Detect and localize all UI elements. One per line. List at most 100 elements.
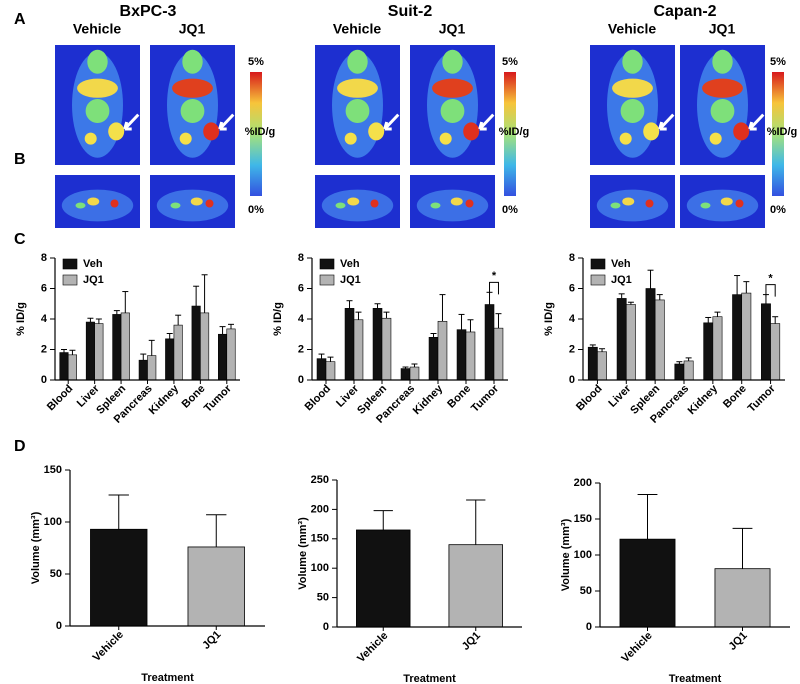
bar [770, 323, 781, 381]
scan-organ [180, 99, 205, 123]
y-tick-label: 0 [56, 620, 62, 632]
scan-organ [172, 78, 213, 98]
y-axis-label: % ID/g [543, 302, 555, 336]
y-tick-label: 0 [569, 374, 575, 386]
y-tick-label: 150 [311, 533, 329, 545]
y-tick-label: 2 [569, 343, 575, 355]
y-tick-label: 0 [41, 374, 47, 386]
column-label: JQ1 [709, 21, 736, 37]
scan-organ [440, 99, 465, 123]
legend-swatch [62, 274, 78, 286]
scan-tumor [368, 122, 385, 141]
y-axis-label: Volume (mm³) [30, 511, 42, 584]
scan-organ [620, 99, 645, 123]
y-tick-label: 100 [574, 549, 592, 561]
bar [674, 363, 685, 381]
y-tick-label: 100 [311, 562, 329, 574]
scan-organ [710, 99, 735, 123]
panel-title: Capan-2 [653, 3, 716, 20]
colorbar-label: %ID/g [499, 126, 530, 138]
x-axis-label: Treatment [669, 673, 722, 684]
scan-tumor [463, 122, 480, 141]
y-tick-label: 2 [41, 343, 47, 355]
y-tick-label: 8 [569, 252, 575, 264]
y-tick-label: 8 [41, 252, 47, 264]
legend-label: JQ1 [83, 274, 104, 286]
arrow [478, 113, 495, 131]
bar [409, 366, 420, 381]
scan-hot [645, 199, 654, 208]
scan-tumor [108, 122, 125, 141]
scan-head [87, 49, 108, 74]
scan-hot [720, 197, 733, 206]
x-axis-label: Treatment [403, 673, 456, 684]
y-tick-label: 0 [586, 621, 592, 633]
legend-label: Veh [611, 258, 631, 270]
bar [191, 305, 201, 381]
bar [67, 354, 77, 381]
y-tick-label: 4 [41, 313, 48, 325]
bar [597, 351, 607, 381]
scan-tumor [643, 122, 660, 141]
legend-label: Veh [340, 258, 360, 270]
y-tick-label: 150 [44, 464, 62, 476]
arrow [748, 113, 765, 131]
scan-hot [87, 197, 100, 206]
y-tick-label: 4 [569, 313, 576, 325]
colorbar-max: 5% [248, 56, 264, 68]
scan-bladder [619, 132, 632, 145]
bar [200, 312, 210, 381]
scan-hot [110, 199, 119, 208]
colorbar-max: 5% [502, 56, 518, 68]
scan-hot [450, 197, 463, 206]
scan-hot [347, 197, 360, 206]
panel-label: A [14, 11, 26, 28]
bar [645, 288, 656, 381]
scan-organ [702, 78, 743, 98]
scan-organ [77, 78, 118, 98]
scan-hot [190, 197, 203, 206]
scan-body [321, 189, 394, 222]
x-tick-label: Blood [45, 383, 76, 414]
x-tick-label: JQ1 [460, 630, 483, 653]
colorbar-min: 0% [770, 204, 786, 216]
legend-swatch [62, 258, 78, 270]
bar [316, 358, 327, 381]
bar [587, 346, 598, 381]
scan-hot [170, 202, 181, 209]
significance-bracket [765, 284, 776, 297]
bar [90, 528, 148, 627]
scan-organ [612, 78, 653, 98]
y-axis-label: % ID/g [15, 302, 27, 336]
colorbar-min: 0% [248, 204, 264, 216]
scan-tumor [733, 122, 750, 141]
bar [456, 329, 467, 381]
scan-hot [430, 202, 441, 209]
scan-hot [370, 199, 379, 208]
y-tick-label: 6 [298, 282, 304, 294]
x-tick-label: Blood [574, 383, 605, 414]
y-axis-label: % ID/g [272, 302, 284, 336]
legend-swatch [319, 274, 335, 286]
legend-swatch [319, 258, 335, 270]
bar [226, 328, 236, 381]
y-tick-label: 50 [317, 592, 329, 604]
scan-body [61, 189, 134, 222]
y-tick-label: 0 [298, 374, 304, 386]
panel-label: D [14, 438, 26, 455]
scan-bladder [344, 132, 357, 145]
panel-title: Suit-2 [388, 3, 433, 20]
bar [173, 324, 183, 381]
legend-label: JQ1 [611, 274, 632, 286]
scan-head [622, 49, 643, 74]
significance-label: * [768, 273, 773, 285]
column-label: Vehicle [333, 21, 381, 37]
scan-body [596, 189, 669, 222]
bar [732, 294, 743, 381]
scan-hot [622, 197, 635, 206]
significance-bracket [489, 281, 499, 295]
bar [372, 308, 383, 381]
x-tick-label: Tumor [202, 382, 235, 415]
x-tick-label: Kidney [411, 382, 446, 417]
bar [218, 333, 228, 381]
